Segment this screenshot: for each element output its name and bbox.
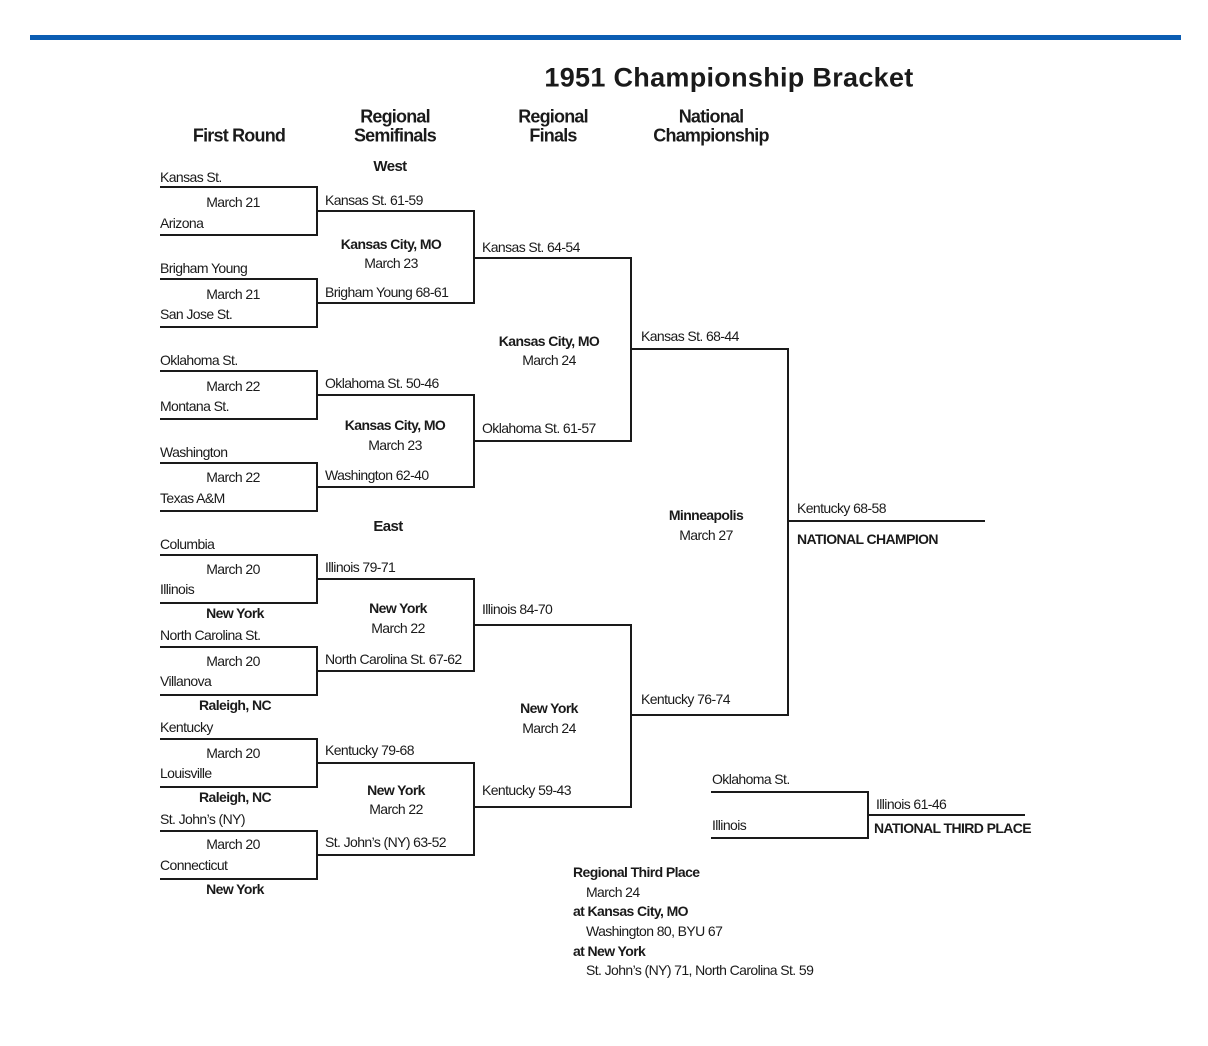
header-regional-finals-2: Finals	[529, 125, 577, 146]
game-result: Illinois 79-71	[325, 559, 396, 575]
game-site: New York	[206, 605, 264, 621]
regional-third-date: March 24	[586, 884, 640, 900]
regional-third-site: at Kansas City, MO	[573, 903, 689, 919]
game-site: Kansas City, MO	[344, 417, 446, 433]
game-date: March 22	[371, 620, 425, 636]
bracket-game-line	[474, 624, 632, 808]
game-site: New York	[369, 600, 427, 616]
team-name: Montana St.	[160, 398, 229, 414]
header-first-round: First Round	[192, 125, 286, 146]
team-name: San Jose St.	[160, 306, 233, 322]
game-result: Brigham Young 68-61	[325, 284, 449, 300]
game-date: March 24	[522, 720, 576, 736]
team-name: Connecticut	[160, 857, 228, 873]
header-regional-finals-1: Regional	[518, 106, 588, 127]
team-name: Oklahoma St.	[160, 352, 238, 368]
game-site: New York	[520, 700, 578, 716]
game-result: Oklahoma St. 50-46	[325, 375, 439, 391]
team-name: Brigham Young	[160, 260, 248, 276]
regional-third-heading: Regional Third Place	[573, 864, 700, 880]
game-site: Kansas City, MO	[340, 236, 442, 252]
game-result: Kentucky 76-74	[641, 691, 730, 707]
game-date: March 22	[206, 469, 260, 485]
game-result: Kansas St. 61-59	[325, 192, 423, 208]
game-result: Illinois 84-70	[482, 601, 553, 617]
team-name: Louisville	[160, 765, 212, 781]
game-site: New York	[367, 782, 425, 798]
header-regional-semifinals-2: Semifinals	[353, 125, 437, 146]
game-date: March 24	[522, 352, 576, 368]
game-site: Raleigh, NC	[199, 789, 272, 805]
team-name: Kentucky	[160, 719, 213, 735]
game-result: Oklahoma St. 61-57	[482, 420, 596, 436]
game-result: Kentucky 79-68	[325, 742, 414, 758]
champion-result: Kentucky 68-58	[797, 500, 886, 516]
game-date: March 23	[364, 255, 418, 271]
game-site: Kansas City, MO	[498, 333, 600, 349]
team-name: North Carolina St.	[160, 627, 261, 643]
team-name: Villanova	[160, 673, 212, 689]
bracket-game-line	[317, 762, 475, 856]
team-name: Washington	[160, 444, 228, 460]
game-result: St. John’s (NY) 63-52	[325, 834, 447, 850]
game-site: Raleigh, NC	[199, 697, 272, 713]
header-accent-bar	[30, 35, 1181, 40]
team-name: Arizona	[160, 215, 204, 231]
bracket-game-line	[474, 257, 632, 442]
team-name: Columbia	[160, 536, 215, 552]
team-name: St. John’s (NY)	[160, 811, 245, 827]
page-title: 1951 Championship Bracket	[544, 62, 914, 93]
regional-third-result: Washington 80, BYU 67	[586, 923, 723, 939]
game-date: March 21	[206, 286, 260, 302]
game-date: March 22	[206, 378, 260, 394]
third-place-label: NATIONAL THIRD PLACE	[874, 820, 1032, 836]
header-national-championship-1: National	[678, 106, 744, 127]
champion-label: NATIONAL CHAMPION	[797, 531, 939, 547]
region-east: East	[373, 518, 403, 535]
game-date: March 20	[206, 836, 260, 852]
team-name: Illinois	[160, 581, 195, 597]
third-place-result: Illinois 61-46	[876, 796, 947, 812]
game-result: Washington 62-40	[325, 467, 429, 483]
team-name: Kansas St.	[160, 169, 222, 185]
regional-third-site: at New York	[573, 943, 646, 959]
team-name: Oklahoma St.	[712, 771, 790, 787]
regional-third-result: St. John’s (NY) 71, North Carolina St. 5…	[586, 962, 814, 978]
game-result: Kansas St. 68-44	[641, 328, 739, 344]
game-date: March 20	[206, 561, 260, 577]
header-regional-semifinals-1: Regional	[360, 106, 430, 127]
game-result: North Carolina St. 67-62	[325, 651, 462, 667]
game-date: March 22	[369, 801, 423, 817]
header-national-championship-2: Championship	[653, 125, 769, 146]
game-result: Kansas St. 64-54	[482, 239, 580, 255]
bracket-game-line	[631, 348, 789, 716]
team-name: Texas A&M	[160, 490, 225, 506]
team-name: Illinois	[712, 817, 747, 833]
region-west: West	[373, 158, 407, 175]
game-date: March 27	[679, 527, 733, 543]
game-date: March 20	[206, 745, 260, 761]
game-result: Kentucky 59-43	[482, 782, 571, 798]
game-site: Minneapolis	[668, 507, 744, 523]
game-date: March 21	[206, 194, 260, 210]
game-date: March 23	[368, 437, 422, 453]
game-date: March 20	[206, 653, 260, 669]
game-site: New York	[206, 881, 264, 897]
